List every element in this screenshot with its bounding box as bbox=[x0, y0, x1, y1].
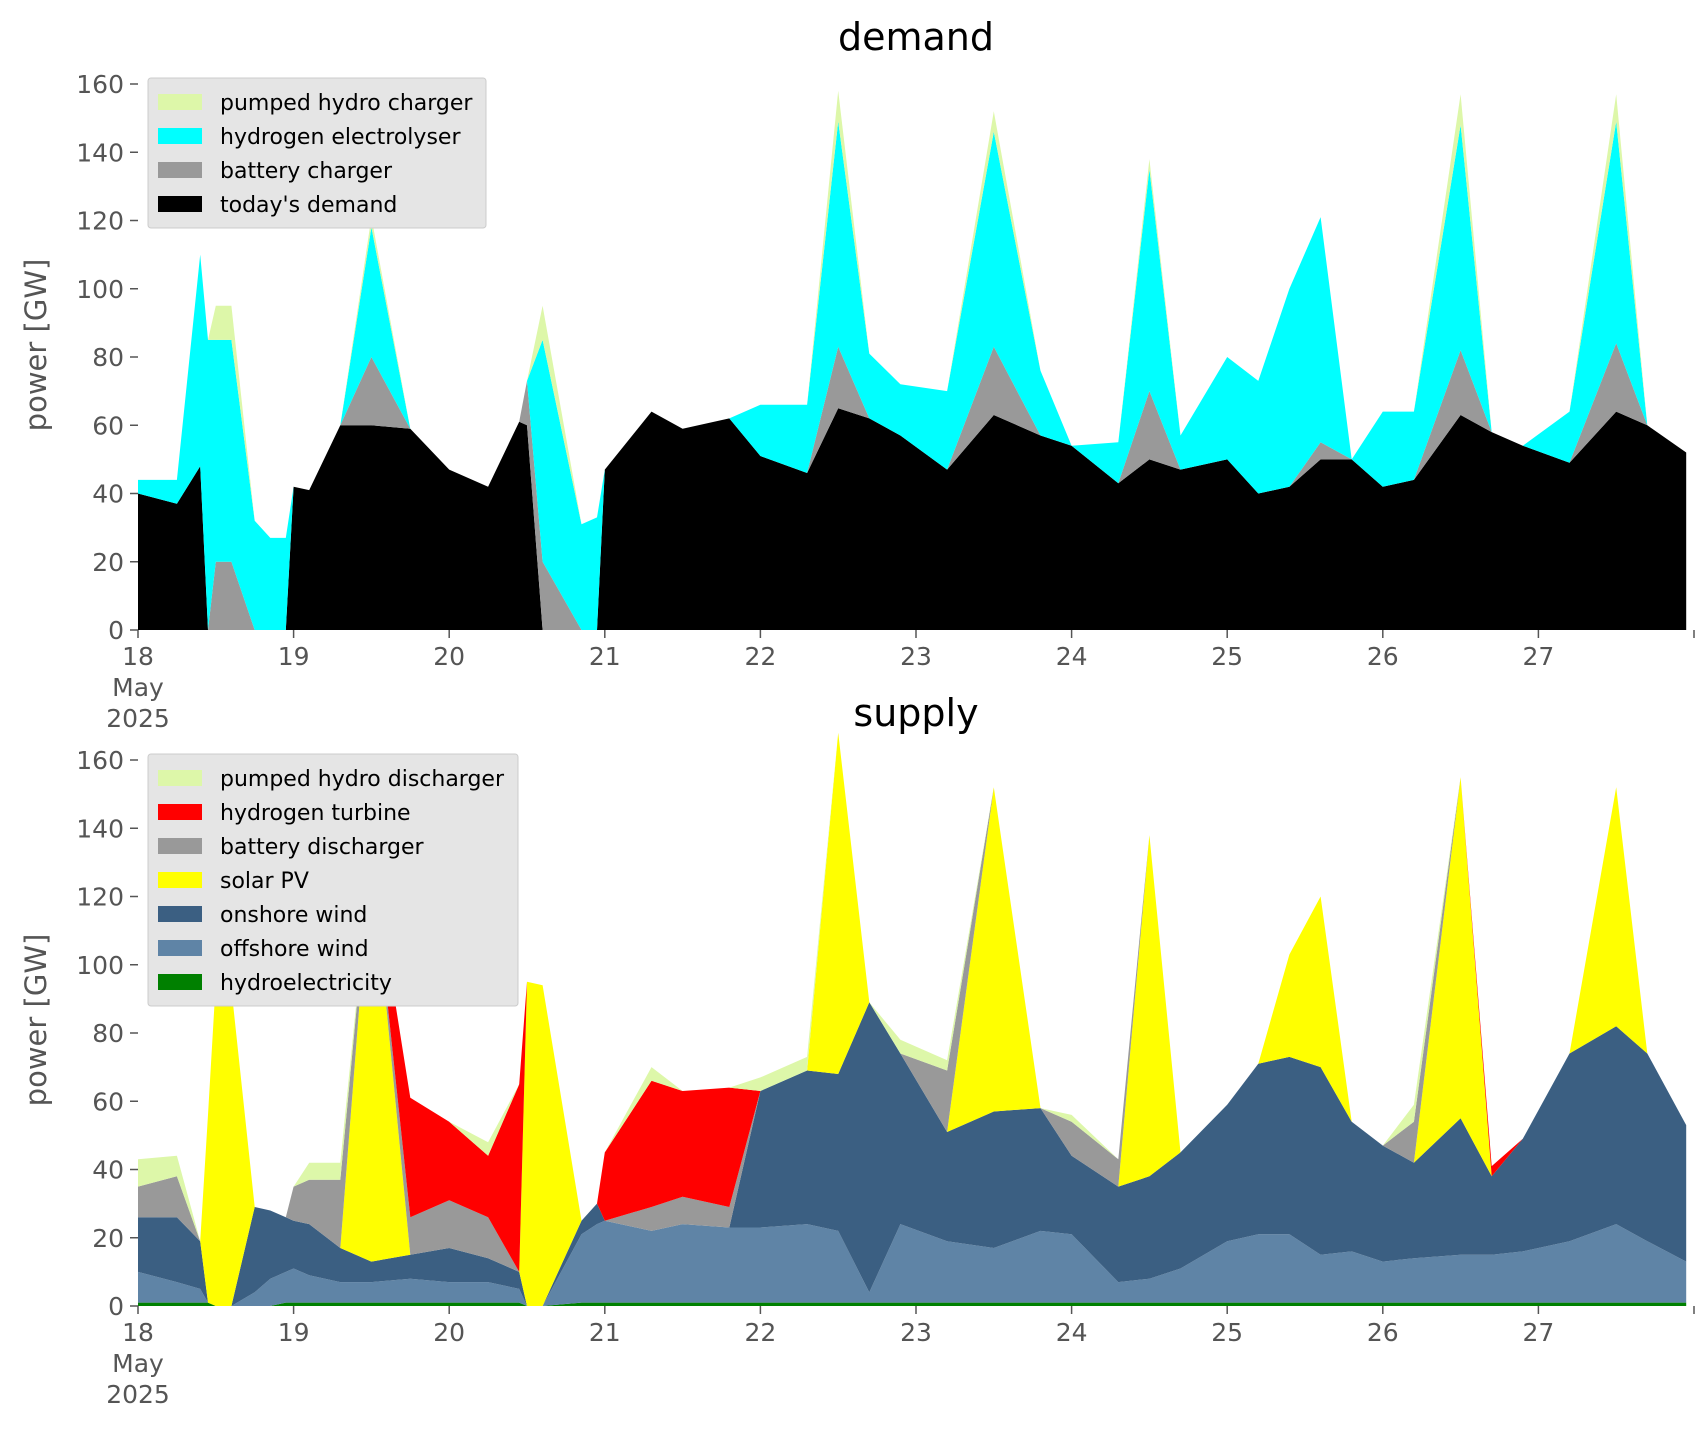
supply-y-tick-label: 80 bbox=[92, 1019, 124, 1048]
supply-legend-label-pumped-hydro-discharger: pumped hydro discharger bbox=[220, 767, 505, 792]
demand-x-tick-label: 18 May 2025 bbox=[106, 642, 170, 733]
demand-y-tick-label: 120 bbox=[76, 207, 124, 236]
demand-series-battery-charger bbox=[138, 343, 1687, 630]
supply-legend-swatch-hydroelectricity bbox=[158, 974, 202, 990]
supply-legend-label-hydroelectricity: hydroelectricity bbox=[220, 971, 392, 996]
supply-x-tick-label: 20 bbox=[433, 1318, 465, 1347]
demand-legend: pumped hydro charger hydrogen electrolyse… bbox=[147, 77, 487, 229]
demand-stacked-areas bbox=[138, 90, 1687, 630]
demand-legend-label-hydrogen-electrolyser: hydrogen electrolyser bbox=[220, 125, 461, 150]
demand-legend-swatch-battery-charger bbox=[158, 162, 202, 178]
demand-y-axis-label: power [GW] bbox=[19, 259, 53, 432]
supply-stacked-areas bbox=[138, 732, 1687, 1306]
supply-x-tick-label: 26 bbox=[1367, 1318, 1399, 1347]
demand-y-tick-label: 100 bbox=[76, 275, 124, 304]
demand-x-axis: 18 May 2025 19 20 21 22 23 24 25 26 27 bbox=[106, 630, 1695, 733]
demand-x-tick-label: 20 bbox=[433, 642, 465, 671]
supply-legend-swatch-pumped-hydro-discharger bbox=[158, 770, 202, 786]
demand-title: demand bbox=[838, 15, 994, 59]
supply-series-hydroelectricity bbox=[138, 1302, 1687, 1306]
demand-x-tick-label: 23 bbox=[900, 642, 932, 671]
demand-x-tick-label: 19 bbox=[278, 642, 310, 671]
supply-series-solar-pv bbox=[138, 732, 1687, 1306]
supply-y-tick-label: 0 bbox=[108, 1292, 124, 1321]
supply-y-tick-label: 120 bbox=[76, 883, 124, 912]
supply-x-tick-label: 23 bbox=[900, 1318, 932, 1347]
supply-legend-label-solar-pv: solar PV bbox=[220, 869, 309, 894]
demand-x-tick-label: 26 bbox=[1367, 642, 1399, 671]
supply-series-offshore-wind bbox=[138, 1220, 1687, 1306]
supply-x-tick-label: 24 bbox=[1056, 1318, 1088, 1347]
supply-x-tick-label: 25 bbox=[1211, 1318, 1243, 1347]
demand-legend-box bbox=[147, 77, 487, 229]
supply-legend-label-hydrogen-turbine: hydrogen turbine bbox=[220, 801, 411, 826]
supply-x-tick-label: 22 bbox=[744, 1318, 776, 1347]
supply-legend-label-offshore-wind: offshore wind bbox=[220, 937, 369, 962]
supply-series-onshore-wind bbox=[138, 1002, 1687, 1306]
demand-y-tick-label: 140 bbox=[76, 138, 124, 167]
supply-y-axis: 0 20 40 60 80 100 120 140 160 bbox=[76, 746, 138, 1321]
demand-y-tick-label: 160 bbox=[76, 70, 124, 99]
supply-x-axis: 18 May 2025 19 20 21 22 23 24 25 26 27 bbox=[106, 1306, 1695, 1409]
demand-y-tick-label: 60 bbox=[92, 411, 124, 440]
supply-legend-swatch-hydrogen-turbine bbox=[158, 804, 202, 820]
demand-x-tick-label: 25 bbox=[1211, 642, 1243, 671]
supply-legend: pumped hydro discharger hydrogen turbine b… bbox=[147, 753, 519, 1007]
supply-legend-swatch-battery-discharger bbox=[158, 838, 202, 854]
demand-x-tick-label: 24 bbox=[1056, 642, 1088, 671]
demand-x-tick-label: 22 bbox=[744, 642, 776, 671]
supply-y-tick-label: 160 bbox=[76, 746, 124, 775]
supply-x-tick-label: 19 bbox=[278, 1318, 310, 1347]
demand-legend-label-pumped-hydro-charger: pumped hydro charger bbox=[220, 91, 473, 116]
supply-y-tick-label: 140 bbox=[76, 814, 124, 843]
demand-x-tick-label: 21 bbox=[589, 642, 621, 671]
supply-title: supply bbox=[853, 691, 978, 735]
supply-legend-label-battery-discharger: battery discharger bbox=[220, 835, 425, 860]
demand-panel: demand 0 20 40 60 80 100 120 140 160 18 May 2025 19… bbox=[19, 15, 1695, 733]
demand-y-axis: 0 20 40 60 80 100 120 140 160 bbox=[76, 70, 138, 645]
demand-y-tick-label: 40 bbox=[92, 480, 124, 509]
supply-y-axis-label: power [GW] bbox=[19, 934, 53, 1107]
supply-legend-swatch-solar-pv bbox=[158, 872, 202, 888]
supply-y-tick-label: 40 bbox=[92, 1156, 124, 1185]
supply-series-battery-discharger bbox=[138, 732, 1687, 1272]
demand-y-tick-label: 0 bbox=[108, 616, 124, 645]
supply-legend-box bbox=[147, 753, 519, 1007]
supply-legend-swatch-offshore-wind bbox=[158, 940, 202, 956]
supply-x-tick-label: 18 May 2025 bbox=[106, 1318, 170, 1409]
demand-y-tick-label: 20 bbox=[92, 548, 124, 577]
demand-x-tick-label: 27 bbox=[1522, 642, 1554, 671]
supply-x-tick-label: 21 bbox=[589, 1318, 621, 1347]
supply-y-tick-label: 100 bbox=[76, 951, 124, 980]
supply-y-tick-label: 60 bbox=[92, 1087, 124, 1116]
supply-x-tick-label: 27 bbox=[1522, 1318, 1554, 1347]
demand-series-today-s-demand bbox=[138, 408, 1687, 630]
supply-panel: supply 0 20 40 60 80 100 120 140 160 18 May 2025 19… bbox=[19, 691, 1695, 1409]
supply-y-tick-label: 20 bbox=[92, 1224, 124, 1253]
demand-legend-label-battery-charger: battery charger bbox=[220, 159, 393, 184]
demand-y-tick-label: 80 bbox=[92, 343, 124, 372]
demand-legend-label-today-s-demand: today's demand bbox=[220, 193, 397, 218]
demand-legend-swatch-pumped-hydro-charger bbox=[158, 94, 202, 110]
demand-legend-swatch-hydrogen-electrolyser bbox=[158, 128, 202, 144]
supply-legend-swatch-onshore-wind bbox=[158, 906, 202, 922]
demand-legend-swatch-today-s-demand bbox=[158, 196, 202, 212]
supply-legend-label-onshore-wind: onshore wind bbox=[220, 903, 367, 928]
